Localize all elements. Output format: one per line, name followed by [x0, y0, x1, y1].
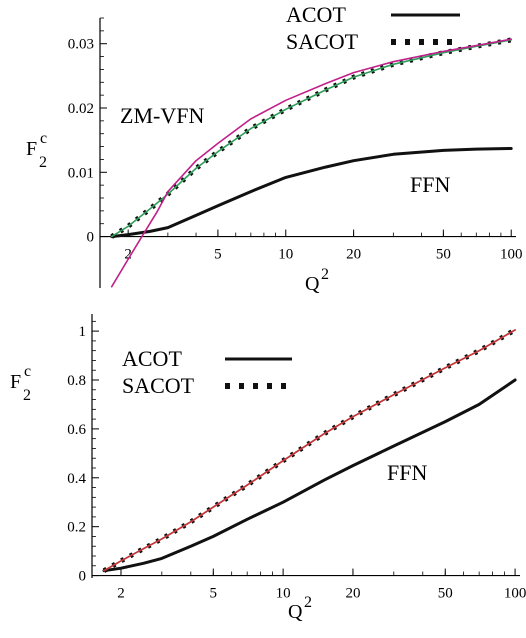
y-tick-label: 0.2	[67, 520, 86, 536]
y-tick-label: 0	[79, 569, 87, 585]
x-tick-label: 10	[276, 586, 291, 602]
series-line-curve-3	[103, 329, 516, 572]
x-axis-label-sup: 2	[304, 594, 312, 611]
y-tick-label: 0.02	[68, 101, 94, 117]
series-line-acot	[102, 378, 517, 573]
legend-label-acot: ACOT	[286, 2, 346, 27]
y-tick-label: 0.4	[67, 471, 86, 487]
annotation-ffn: FFN	[410, 172, 450, 197]
x-tick-label: 2	[124, 247, 132, 263]
x-tick-label: 100	[504, 586, 526, 602]
y-tick-label: 0.03	[68, 37, 94, 53]
annotation-zm-vfn: ZM-VFN	[120, 103, 204, 128]
x-axis-label: Q	[288, 601, 303, 623]
x-tick-label: 100	[500, 247, 523, 263]
y-tick-label: 0.01	[68, 165, 94, 181]
x-tick-label: 5	[214, 247, 222, 263]
legend-label-sacot: SACOT	[122, 373, 195, 398]
legend-label-acot: ACOT	[122, 346, 182, 371]
series-line-curve-2	[110, 39, 513, 238]
y-axis-label: F	[10, 371, 21, 393]
y-tick-label: 0.6	[67, 422, 86, 438]
y-tick-label: 0.8	[67, 373, 86, 389]
x-tick-label: 5	[210, 586, 218, 602]
x-axis-label: Q	[305, 273, 320, 295]
series-line-zm-vfn	[110, 38, 513, 288]
y-tick-label: 0	[87, 230, 95, 246]
x-tick-label: 50	[436, 247, 451, 263]
legend-label-sacot: SACOT	[286, 29, 359, 54]
x-tick-label: 2	[117, 586, 125, 602]
annotation-ffn: FFN	[387, 460, 427, 485]
y-axis-label-sub: 2	[23, 387, 31, 404]
x-tick-label: 50	[438, 586, 453, 602]
y-axis-label-sup: c	[24, 363, 31, 380]
y-axis-label: F	[26, 138, 37, 160]
x-tick-label: 20	[345, 586, 360, 602]
x-tick-label: 20	[346, 247, 361, 263]
x-tick-label: 10	[278, 247, 293, 263]
series-line-sacot	[110, 37, 512, 239]
series-line-acot	[110, 147, 513, 239]
x-axis-label-sup: 2	[321, 266, 329, 283]
y-axis-label-sub: 2	[39, 154, 47, 171]
y-tick-label: 1	[79, 324, 87, 340]
y-axis-label-sup: c	[40, 130, 47, 147]
